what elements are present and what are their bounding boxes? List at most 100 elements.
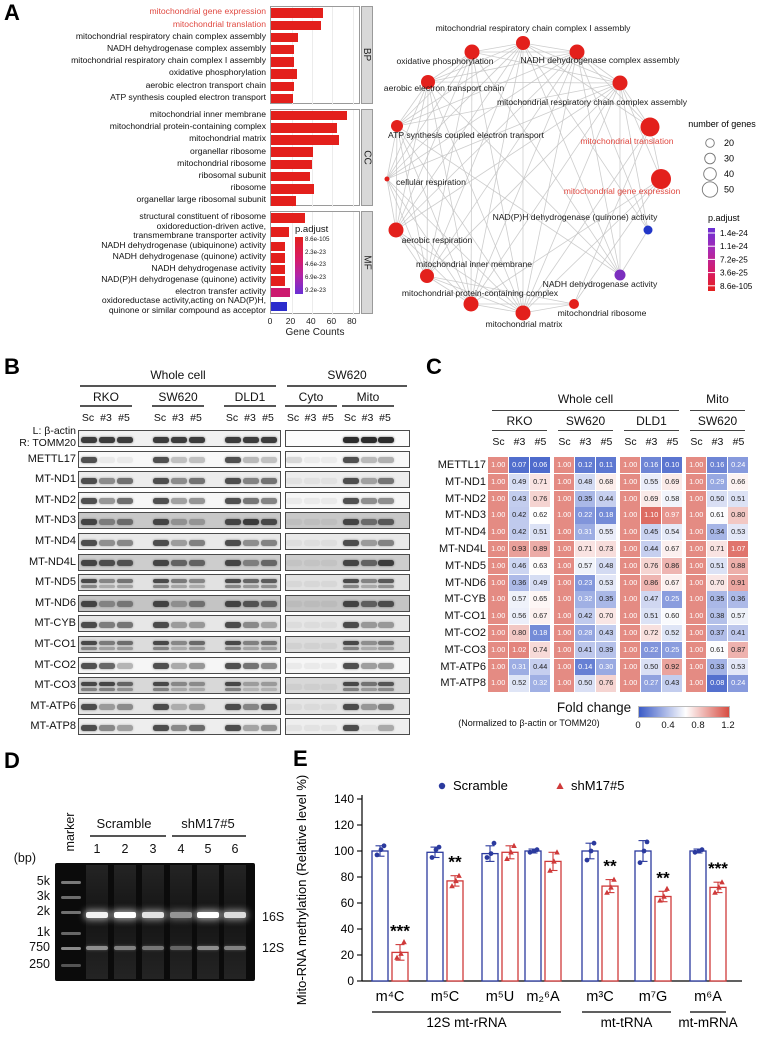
group-label: DLD1 — [636, 414, 667, 428]
gridline — [291, 212, 293, 316]
network-edge — [427, 81, 472, 305]
blot-row-label: MT-CO1 — [34, 638, 76, 650]
lane-label: #5 — [534, 436, 547, 448]
heatmap-cell: 1.00 — [620, 625, 641, 642]
bar-scramble — [524, 850, 542, 982]
heatmap-cell: 0.31 — [509, 658, 530, 675]
heatmap-cell: 0.33 — [707, 658, 728, 675]
network-edge — [395, 229, 428, 277]
blot-band — [321, 477, 337, 484]
gel-lane — [142, 865, 164, 979]
blot-band — [261, 436, 277, 443]
heatmap-cell: 0.70 — [596, 608, 617, 625]
network-edge — [522, 42, 649, 231]
blot-band — [81, 584, 97, 589]
network-edge — [426, 82, 621, 277]
heatmap-cell: 0.18 — [596, 507, 617, 524]
go-enrichment-network: mitochondrial respiratory chain complex … — [370, 0, 762, 348]
blot-band — [117, 640, 133, 645]
blot-band — [117, 560, 133, 567]
data-point-sh — [508, 849, 514, 855]
heatmap-cell: 0.35 — [596, 591, 617, 608]
blot-band — [225, 704, 241, 711]
gel-lane-number: 4 — [177, 842, 185, 856]
blot-box-whole-cell — [78, 512, 281, 530]
heatmap-cell: 0.51 — [530, 524, 551, 541]
blot-box-fraction — [285, 512, 410, 530]
gel-16s-band — [170, 912, 192, 918]
gel-lane — [224, 865, 246, 979]
blot-band — [99, 601, 115, 608]
blot-band — [99, 578, 115, 584]
heatmap-cell: 1.00 — [554, 524, 575, 541]
blot-band — [153, 539, 169, 546]
heatmap-row-label: MT-CO3 — [444, 643, 486, 656]
blot-band — [117, 578, 133, 584]
gel-band-label-16s: 16S — [262, 910, 285, 924]
heatmap-cell: 0.74 — [530, 641, 551, 658]
blot-band — [360, 681, 377, 687]
heatmap-cell: 1.00 — [620, 658, 641, 675]
heatmap-cell: 1.00 — [620, 608, 641, 625]
network-node-label: mitochondrial respiratory chain complex … — [436, 23, 632, 33]
network-edge — [396, 125, 472, 305]
blot-band — [378, 640, 394, 645]
blot-band — [171, 539, 187, 546]
go-term-label: electron transfer activity — [2, 286, 268, 298]
gel-lane — [170, 865, 192, 979]
go-term-label: NADH dehydrogenase (ubiquinone) activity — [2, 240, 268, 252]
go-term-bar — [271, 8, 324, 18]
blot-band — [81, 724, 97, 731]
go-term-bar — [271, 227, 290, 237]
go-term-bar — [271, 287, 291, 298]
blot-band — [171, 681, 187, 687]
blot-band — [81, 518, 97, 525]
blot-band — [378, 436, 394, 443]
blot-band — [171, 640, 187, 645]
network-edge — [426, 81, 429, 277]
heatmap-cell: 1.00 — [620, 457, 641, 474]
blot-band — [378, 457, 394, 464]
go-term-label: mitochondrial respiratory chain complex … — [2, 55, 268, 67]
network-node-label: oxidative phosphorylation — [397, 56, 494, 66]
blot-band — [303, 663, 320, 670]
heatmap-cell: 0.10 — [662, 457, 683, 474]
blot-band — [81, 560, 97, 567]
blot-band — [378, 621, 394, 628]
heatmap-cell: 1.00 — [620, 574, 641, 591]
heatmap-cell: 1.00 — [488, 675, 509, 692]
gel-marker-size: 3k — [36, 889, 50, 903]
gel-lane-number: 1 — [93, 842, 101, 856]
blot-band — [261, 724, 277, 731]
blot-band — [243, 578, 259, 584]
heatmap-cell: 0.67 — [662, 541, 683, 558]
go-term-bar — [271, 20, 322, 30]
heatmap-legend-tick: 0 — [635, 720, 641, 731]
gel-image — [55, 863, 255, 981]
group-label: SW620 — [697, 414, 738, 428]
gel-marker-size: 1k — [36, 925, 50, 939]
gel-12s-band — [197, 946, 219, 950]
bar-sh — [709, 886, 727, 982]
significance-stars: ** — [448, 853, 462, 872]
heatmap-cell: 1.00 — [554, 457, 575, 474]
blot-band — [189, 477, 205, 484]
panel-b-label: B — [4, 354, 20, 379]
blot-band — [286, 724, 302, 731]
blot-band — [171, 498, 187, 505]
data-point-scramble — [527, 849, 533, 855]
network-node-label: ATP synthesis coupled electron transport — [388, 130, 544, 140]
heatmap-cell: 0.55 — [641, 473, 662, 490]
blot-band — [81, 640, 97, 645]
network-edge — [576, 51, 651, 128]
gel-12s-band — [114, 946, 136, 950]
heatmap-cell: 1.00 — [686, 608, 707, 625]
heatmap-cell: 0.32 — [530, 675, 551, 692]
blot-band — [117, 477, 133, 484]
heatmap-legend-title: Fold change — [556, 700, 632, 715]
lane-label: Sc — [690, 436, 703, 448]
blot-band — [378, 498, 394, 505]
blot-band — [261, 539, 277, 546]
go-term-label-line: ATP synthesis coupled electron transport — [110, 91, 266, 102]
blot-band — [117, 601, 133, 608]
